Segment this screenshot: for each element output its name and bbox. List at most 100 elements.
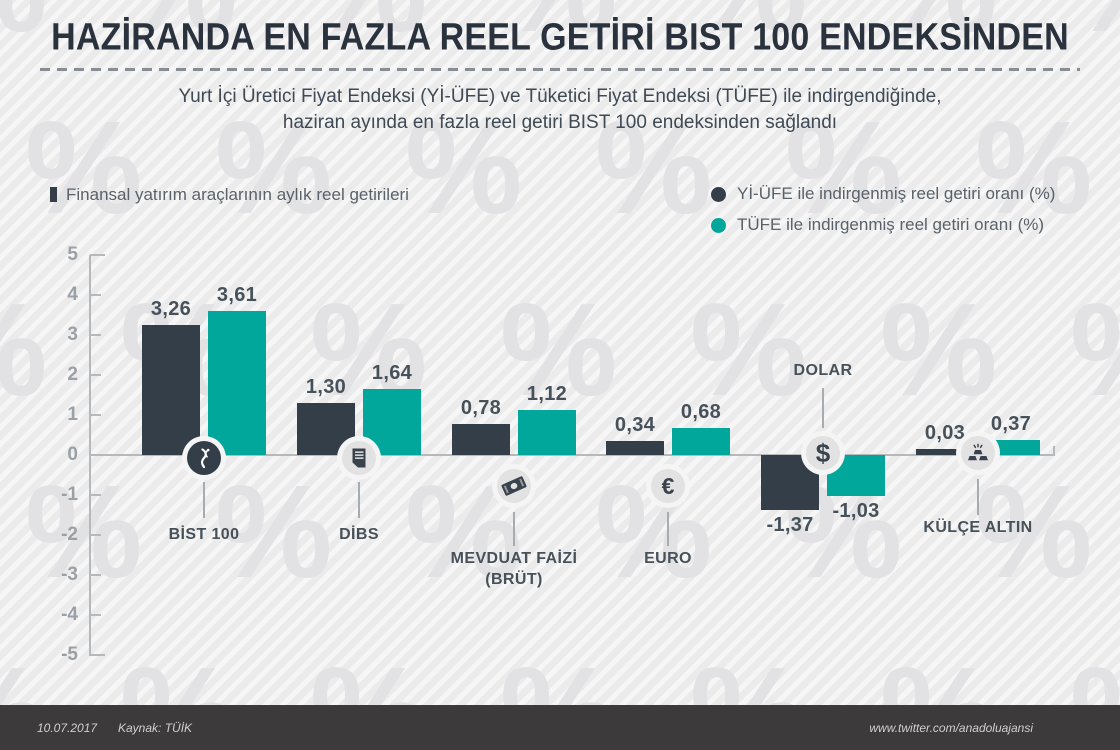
value-bist100-yiufe: 3,26	[150, 298, 192, 320]
banknotes-icon	[492, 464, 536, 508]
legend-item-tufe: TÜFE ile indirgenmiş reel getiri oranı (…	[711, 214, 1055, 236]
percent-watermark-icon: %	[880, 0, 997, 52]
value-bist100-tufe: 3,61	[216, 284, 258, 306]
footer: 10.07.2017 Kaynak: TÜİK www.twitter.com/…	[0, 705, 1120, 750]
value-dolar-yiufe: -1,37	[766, 514, 814, 536]
bar-euro-tufe	[672, 428, 730, 455]
percent-watermark-icon: %	[690, 0, 807, 52]
y-axis-tick: 3	[0, 324, 101, 346]
value-kulce-yiufe: 0,03	[924, 422, 966, 444]
value-kulce-tufe: 0,37	[990, 413, 1032, 435]
chart-title-label: Finansal yatırım araçlarının aylık reel …	[66, 185, 409, 204]
percent-watermark-icon: %	[1070, 0, 1120, 52]
percent-watermark-icon: %	[880, 276, 998, 423]
bar-mevduat-tufe	[518, 410, 576, 455]
subtitle-line1: Yurt İçi Üretici Fiyat Endeksi (Yİ-ÜFE) …	[178, 86, 942, 107]
legend-marker-yiufe-icon	[711, 186, 726, 202]
percent-watermark-icon: %	[120, 0, 237, 52]
chart-group-bist100: 3,26 3,61 BİST 100	[124, 0, 284, 750]
connector-line	[977, 479, 979, 515]
chart-group-euro: 0,34 0,68 € EURO	[588, 0, 748, 750]
y-axis-tick: 2	[0, 364, 101, 386]
connector-line	[667, 512, 669, 546]
footer-date: 10.07.2017	[37, 721, 98, 735]
value-mevduat-yiufe: 0,78	[460, 397, 502, 419]
percent-watermark-icon: %	[975, 94, 1093, 241]
percent-watermark-icon: %	[25, 458, 143, 605]
percent-watermark-icon: %	[405, 94, 523, 241]
title-divider	[40, 68, 1080, 71]
percent-watermark-icon: %	[595, 94, 713, 241]
bar-bist100-yiufe	[142, 325, 200, 455]
connector-line	[822, 388, 824, 428]
percent-watermark-icon: %	[215, 458, 333, 605]
percent-watermark-icon: %	[0, 284, 47, 416]
footer-source: Kaynak: TÜİK	[118, 721, 193, 735]
title-bullet-icon	[50, 187, 57, 202]
chart-group-dolar: -1,37 -1,03 $ DOLAR	[743, 0, 903, 750]
legend-marker-tufe-icon	[711, 217, 726, 233]
bar-euro-yiufe	[606, 441, 664, 455]
document-icon	[337, 436, 381, 480]
percent-watermark-icon: %	[785, 94, 903, 241]
dollar-sign-icon: $	[801, 431, 845, 475]
baseline-endcap	[1053, 446, 1055, 456]
legend-label-tufe: TÜFE ile indirgenmiş reel getiri oranı (…	[737, 215, 1045, 234]
euro-glyph: €	[661, 472, 675, 499]
y-axis-tick: -3	[0, 564, 101, 586]
bist-logo-icon	[182, 436, 226, 480]
category-label-mevduat-line2: (BRÜT)	[485, 571, 543, 588]
y-axis-tick: -1	[0, 484, 101, 506]
percent-watermark-icon: %	[500, 276, 618, 423]
percent-watermark-icon: %	[500, 0, 617, 52]
chart-group-dibs: 1,30 1,64 DİBS	[279, 0, 439, 750]
value-dibs-tufe: 1,64	[371, 362, 413, 384]
value-mevduat-tufe: 1,12	[526, 383, 568, 405]
value-euro-tufe: 0,68	[680, 401, 722, 423]
y-axis-tick: 4	[0, 284, 101, 306]
percent-watermark-icon: %	[975, 458, 1093, 605]
category-label-euro: EURO	[644, 550, 692, 567]
y-axis-tick: -4	[0, 604, 101, 626]
legend-label-yiufe: Yİ-ÜFE ile indirgenmiş reel getiri oranı…	[737, 184, 1056, 203]
y-axis-tick: 0	[0, 444, 101, 466]
bar-mevduat-yiufe	[452, 424, 510, 455]
footer-twitter-url: www.twitter.com/anadoluajansi	[869, 721, 1033, 735]
chart-title: Finansal yatırım araçlarının aylık reel …	[50, 185, 409, 205]
y-axis-tick: 1	[0, 404, 101, 426]
legend: Yİ-ÜFE ile indirgenmiş reel getiri oranı…	[711, 183, 1055, 245]
page-title: HAZİRANDA EN FAZLA REEL GETİRİ BIST 100 …	[51, 16, 1069, 59]
percent-watermark-icon: %	[1070, 284, 1120, 416]
gold-bars-icon	[956, 431, 1000, 475]
legend-item-yiufe: Yİ-ÜFE ile indirgenmiş reel getiri oranı…	[711, 183, 1055, 205]
connector-line	[358, 482, 360, 518]
connector-line	[513, 512, 515, 546]
y-axis-tick: -5	[0, 644, 105, 666]
bar-kulce-yiufe	[916, 449, 974, 455]
percent-watermark-icon: %	[0, 0, 47, 52]
chart-group-kulce-altin: 0,03 0,37 KÜLÇE ALTIN	[898, 0, 1058, 750]
dollar-glyph: $	[815, 438, 831, 468]
percent-watermark-icon: %	[25, 94, 143, 241]
percent-watermark-icon: %	[310, 0, 427, 52]
zero-baseline	[89, 454, 1055, 456]
category-label-bist100: BİST 100	[168, 526, 240, 543]
euro-sign-icon: €	[646, 464, 690, 508]
value-dolar-tufe: -1,03	[832, 500, 880, 522]
percent-watermark-icon: %	[215, 94, 333, 241]
connector-line	[203, 482, 205, 518]
value-dibs-yiufe: 1,30	[305, 376, 347, 398]
chart-group-mevduat: 0,78 1,12 MEVDUAT FAİZİ (BRÜT)	[434, 0, 594, 750]
percent-watermark-icon: %	[690, 276, 808, 423]
category-label-kulce-altin: KÜLÇE ALTIN	[923, 519, 1033, 536]
category-label-mevduat-line1: MEVDUAT FAİZİ	[450, 550, 578, 567]
y-axis-tick: -2	[0, 524, 101, 546]
category-label-dibs: DİBS	[339, 526, 379, 543]
bar-bist100-tufe	[208, 311, 266, 455]
y-axis-tick: 5	[0, 244, 105, 266]
value-euro-yiufe: 0,34	[614, 414, 656, 436]
category-label-dolar: DOLAR	[793, 362, 853, 379]
subtitle-line2: haziran ayında en fazla reel getiri BIST…	[282, 112, 838, 133]
